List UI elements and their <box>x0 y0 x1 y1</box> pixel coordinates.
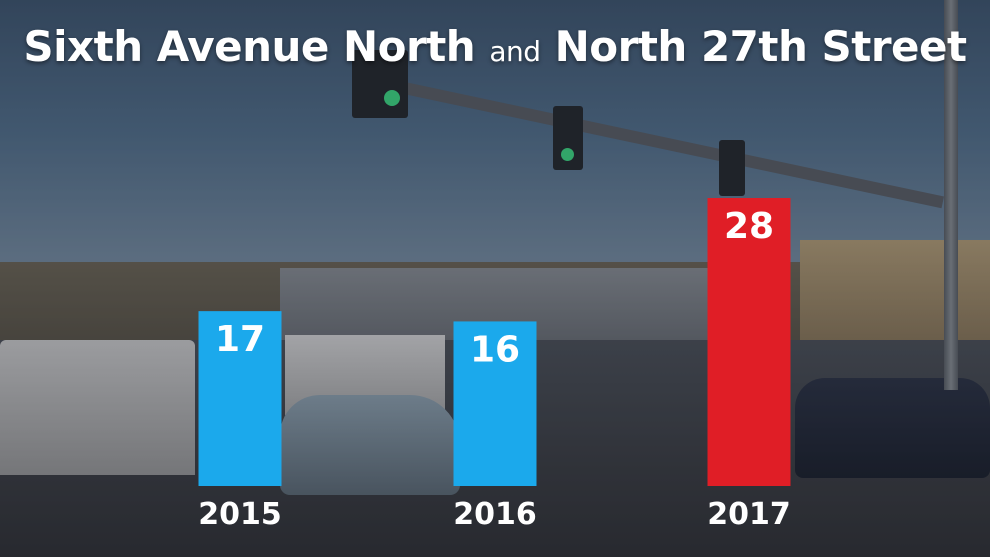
chart-title: Sixth Avenue North and North 27th Street <box>0 22 990 71</box>
category-label: 2015 <box>198 497 282 532</box>
traffic-signal-icon <box>553 106 583 170</box>
bar-value-label: 17 <box>215 319 265 360</box>
bar-2016 <box>453 321 537 486</box>
bar-2015 <box>198 311 282 486</box>
category-label: 2016 <box>453 497 537 532</box>
category-label: 2017 <box>707 497 791 532</box>
bar-value-label: 28 <box>724 206 774 247</box>
police-car <box>795 378 990 478</box>
title-conjunction: and <box>489 35 541 68</box>
title-part-1: Sixth Avenue North <box>23 22 476 71</box>
green-light-icon <box>384 90 400 106</box>
ambulance-left <box>0 340 195 475</box>
traffic-signal-icon <box>719 140 745 196</box>
bar-value-label: 16 <box>470 329 520 370</box>
title-part-2: North 27th Street <box>554 22 967 71</box>
signal-pole <box>944 0 958 390</box>
traffic-signal-icon <box>352 50 408 118</box>
green-light-icon <box>561 148 574 161</box>
bar-2017 <box>707 198 791 486</box>
damaged-car <box>280 395 460 495</box>
